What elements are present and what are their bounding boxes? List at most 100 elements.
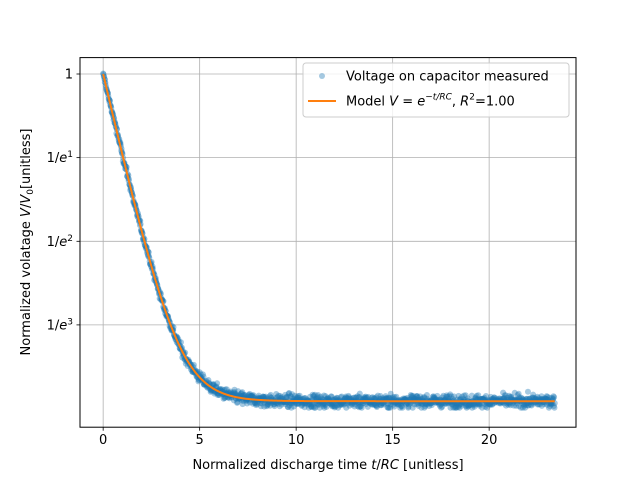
data-point: [365, 393, 372, 400]
data-point: [275, 401, 282, 408]
data-point: [473, 392, 480, 399]
data-point: [364, 403, 371, 410]
data-point: [405, 403, 412, 410]
data-point: [260, 393, 267, 400]
data-point: [490, 395, 497, 402]
data-point: [543, 393, 550, 400]
legend-marker-measured: [319, 73, 325, 79]
data-point: [423, 401, 430, 408]
data-point: [451, 393, 458, 400]
data-point: [315, 394, 322, 401]
data-point: [321, 404, 328, 411]
data-point: [551, 394, 558, 401]
data-point: [522, 404, 529, 411]
data-point: [231, 390, 238, 397]
data-point: [529, 394, 536, 401]
data-point: [513, 402, 520, 409]
data-point: [346, 402, 353, 409]
data-point: [409, 394, 416, 401]
data-point: [361, 394, 368, 401]
data-point: [387, 390, 394, 397]
data-point: [240, 391, 247, 398]
data-point: [322, 402, 329, 409]
data-point: [518, 394, 525, 401]
data-point: [424, 400, 431, 407]
data-point: [267, 402, 274, 409]
data-point: [436, 402, 443, 409]
data-point: [455, 392, 462, 399]
data-point: [467, 401, 474, 408]
data-point: [286, 402, 293, 409]
data-point: [453, 400, 460, 407]
data-point: [426, 403, 433, 410]
data-point: [382, 395, 389, 401]
data-point: [521, 401, 528, 408]
data-point: [548, 401, 555, 408]
data-point: [260, 393, 267, 400]
data-point: [264, 402, 271, 409]
data-point: [221, 394, 228, 401]
data-point: [387, 401, 394, 408]
data-point: [489, 400, 496, 407]
data-point: [435, 400, 442, 407]
x-axis-label: Normalized discharge time t/RC [unitless…: [192, 458, 463, 473]
data-point: [483, 401, 490, 408]
data-point: [371, 395, 378, 402]
data-point: [377, 392, 384, 399]
data-point: [190, 361, 197, 368]
data-point: [328, 401, 335, 408]
data-point: [508, 394, 515, 401]
data-point: [339, 401, 346, 408]
data-point: [293, 401, 300, 408]
data-point: [285, 390, 292, 397]
data-point: [459, 393, 466, 400]
data-point: [429, 393, 436, 400]
data-point: [503, 394, 510, 401]
data-point: [306, 401, 313, 408]
data-point: [535, 401, 542, 408]
data-point: [493, 395, 500, 402]
data-point: [195, 378, 202, 385]
data-point: [379, 395, 386, 402]
data-point: [546, 403, 553, 410]
data-point: [473, 401, 480, 408]
data-point: [400, 395, 407, 402]
data-point: [541, 395, 548, 402]
data-point: [439, 403, 446, 410]
data-point: [369, 394, 376, 401]
data-point: [277, 392, 284, 399]
data-point: [508, 393, 515, 400]
data-point: [294, 394, 301, 401]
data-point: [501, 392, 508, 399]
data-point: [500, 395, 507, 402]
data-point: [515, 390, 522, 397]
data-point: [270, 401, 277, 408]
data-point: [551, 404, 558, 411]
data-point: [264, 400, 271, 407]
data-point: [332, 403, 339, 410]
data-point: [385, 404, 392, 411]
data-point: [469, 404, 476, 411]
data-point: [344, 395, 351, 402]
data-point: [443, 392, 450, 399]
data-point: [527, 401, 534, 408]
data-point: [430, 394, 437, 401]
data-point: [230, 389, 237, 396]
data-point: [409, 404, 416, 411]
plot-area: [100, 70, 558, 411]
data-point: [456, 404, 463, 411]
data-point: [414, 400, 421, 407]
data-point: [232, 390, 239, 397]
data-point: [210, 381, 217, 388]
data-point: [336, 402, 343, 409]
data-point: [373, 402, 380, 409]
data-point: [453, 404, 460, 411]
y-tick-label: 1/e1: [47, 150, 73, 166]
data-point: [320, 403, 327, 410]
data-point: [248, 393, 255, 400]
data-point: [295, 400, 302, 407]
data-point: [442, 400, 449, 407]
legend-label-model: Model V = e−t/RC, R2=1.00: [346, 93, 515, 110]
data-point: [538, 393, 545, 400]
